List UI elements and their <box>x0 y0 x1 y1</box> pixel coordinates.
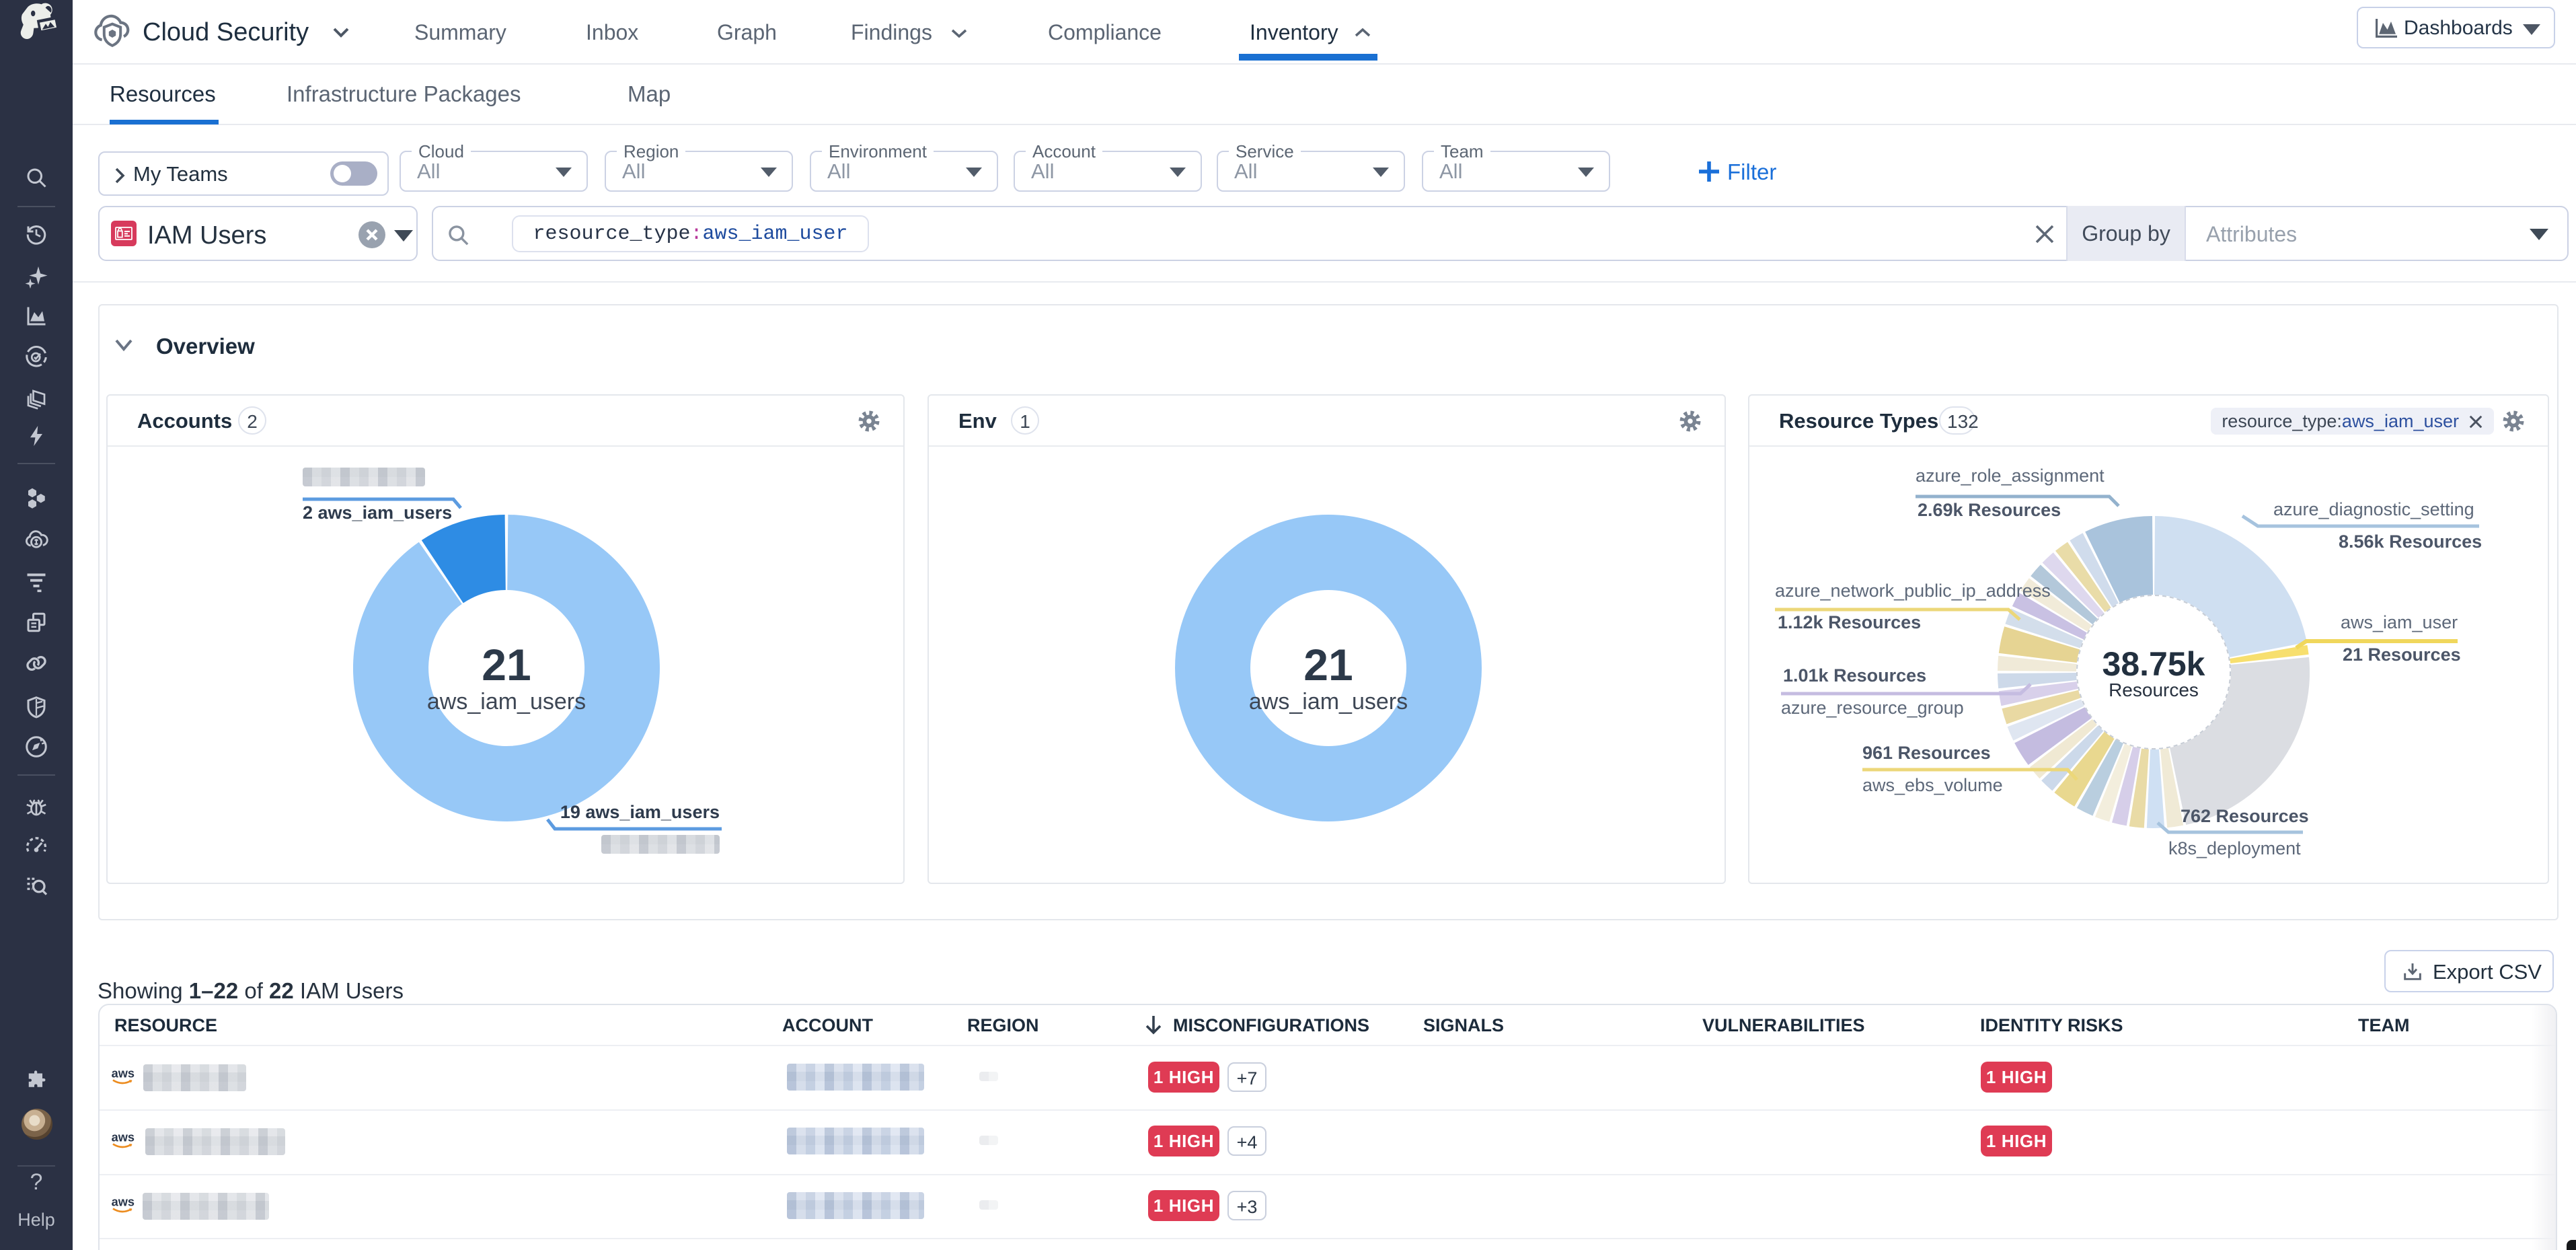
svg-text:aws: aws <box>112 1196 135 1209</box>
svg-text:aws: aws <box>112 1067 135 1080</box>
svg-text:aws: aws <box>112 1131 135 1144</box>
